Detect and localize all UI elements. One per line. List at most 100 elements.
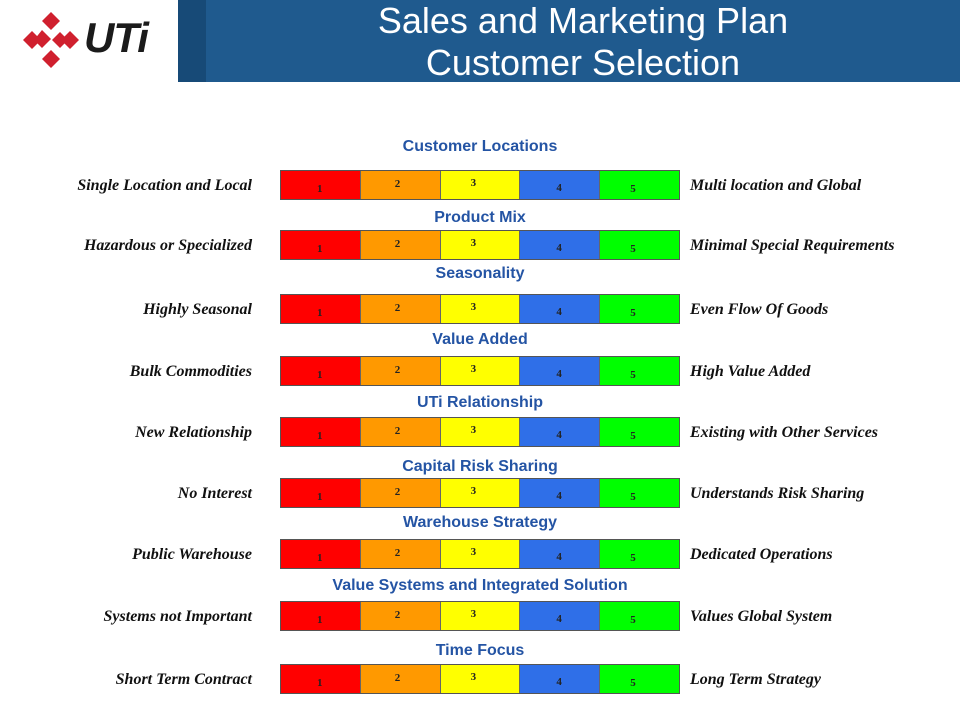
scale-cell-4: 4 — [520, 418, 601, 446]
scale-cell-5: 5 — [600, 602, 679, 630]
scale-number: 4 — [556, 306, 562, 318]
scale-cell-2: 2 — [360, 540, 441, 568]
scale-cell-1: 1 — [281, 540, 361, 568]
scale-number: 1 — [317, 369, 323, 381]
scale-cell-3: 3 — [440, 418, 521, 446]
criterion-title: Time Focus — [435, 642, 525, 659]
scale-cell-4: 4 — [520, 602, 601, 630]
scale-cell-5: 5 — [600, 665, 679, 693]
scale-number: 1 — [317, 491, 323, 503]
right-anchor-label: Long Term Strategy — [690, 671, 821, 688]
scale-number: 3 — [470, 546, 477, 558]
scale-number: 4 — [556, 429, 562, 441]
scale-cell-3: 3 — [440, 295, 521, 323]
scale-number: 3 — [470, 237, 477, 249]
right-anchor-label: Understands Risk Sharing — [690, 485, 865, 502]
logo: UTi — [0, 0, 178, 82]
scale-number: 1 — [317, 243, 323, 255]
left-anchor-label: New Relationship — [135, 424, 252, 441]
scale-number: 3 — [470, 608, 477, 620]
scale-number: 3 — [470, 424, 477, 436]
scale-number: 5 — [630, 307, 636, 319]
scale-cell-2: 2 — [360, 602, 441, 630]
right-anchor-label: Values Global System — [690, 608, 833, 625]
scale-number: 3 — [470, 301, 477, 313]
uti-logo-icon — [23, 12, 79, 68]
left-anchor-label: Highly Seasonal — [143, 301, 252, 318]
scale-cell-2: 2 — [360, 295, 441, 323]
scale-number: 4 — [556, 613, 562, 625]
criterion-title: Value Added — [432, 331, 528, 348]
scale-cell-4: 4 — [520, 231, 601, 259]
right-anchor-label: Multi location and Global — [690, 177, 862, 194]
scale-cell-5: 5 — [600, 418, 679, 446]
scale-number: 4 — [556, 242, 562, 254]
rating-scale: 1 2 3 4 5 — [280, 539, 680, 569]
scale-number: 3 — [470, 363, 477, 375]
rating-scale: 1 2 3 4 5 — [280, 170, 680, 200]
scale-cell-1: 1 — [281, 171, 361, 199]
scale-cell-2: 2 — [360, 479, 441, 507]
criterion-title: Product Mix — [434, 209, 526, 226]
scale-number: 5 — [630, 430, 636, 442]
scale-cell-3: 3 — [440, 602, 521, 630]
right-anchor-label: High Value Added — [690, 363, 811, 380]
scale-number: 4 — [556, 551, 562, 563]
scale-cell-4: 4 — [520, 171, 601, 199]
scale-cell-5: 5 — [600, 357, 679, 385]
header-bar: UTi Sales and Marketing Plan Customer Se… — [0, 0, 960, 84]
right-anchor-label: Dedicated Operations — [690, 546, 833, 563]
rating-scale: 1 2 3 4 5 — [280, 664, 680, 694]
scale-cell-2: 2 — [360, 357, 441, 385]
scale-cell-1: 1 — [281, 295, 361, 323]
left-anchor-label: No Interest — [177, 485, 252, 502]
criterion-title: Value Systems and Integrated Solution — [332, 577, 628, 594]
right-anchor-label: Existing with Other Services — [690, 424, 879, 441]
scale-cell-2: 2 — [360, 418, 441, 446]
scale-number: 2 — [394, 178, 401, 190]
left-anchor-label: Public Warehouse — [132, 546, 252, 563]
scale-cell-5: 5 — [600, 171, 679, 199]
scale-cell-4: 4 — [520, 540, 601, 568]
left-anchor-label: Short Term Contract — [115, 671, 252, 688]
criterion-title: Warehouse Strategy — [402, 514, 558, 531]
scale-cell-3: 3 — [440, 479, 521, 507]
scale-cell-2: 2 — [360, 665, 441, 693]
rating-scale: 1 2 3 4 5 — [280, 417, 680, 447]
rating-scale: 1 2 3 4 5 — [280, 294, 680, 324]
scale-number: 4 — [556, 676, 562, 688]
scale-cell-5: 5 — [600, 295, 679, 323]
scale-number: 2 — [394, 672, 401, 684]
rating-scale: 1 2 3 4 5 — [280, 478, 680, 508]
scale-cell-1: 1 — [281, 602, 361, 630]
left-anchor-label: Systems not Important — [103, 608, 252, 625]
page-title: Sales and Marketing Plan Customer Select… — [206, 0, 960, 84]
scale-cell-5: 5 — [600, 231, 679, 259]
scale-cell-5: 5 — [600, 479, 679, 507]
scale-number: 2 — [394, 425, 401, 437]
scale-number: 4 — [556, 182, 562, 194]
scale-cell-4: 4 — [520, 357, 601, 385]
left-anchor-label: Bulk Commodities — [129, 363, 252, 380]
scale-cell-3: 3 — [440, 665, 521, 693]
scale-number: 1 — [317, 614, 323, 626]
scale-cell-3: 3 — [440, 540, 521, 568]
scale-number: 2 — [394, 547, 401, 559]
scale-number: 2 — [394, 486, 401, 498]
scale-cell-2: 2 — [360, 231, 441, 259]
scale-number: 1 — [317, 307, 323, 319]
scale-number: 5 — [630, 614, 636, 626]
scale-cell-5: 5 — [600, 540, 679, 568]
scale-number: 3 — [470, 671, 477, 683]
scale-number: 2 — [394, 364, 401, 376]
title-line-1: Sales and Marketing Plan — [377, 0, 789, 41]
scale-number: 4 — [556, 490, 562, 502]
criterion-title: Customer Locations — [402, 138, 558, 155]
scale-number: 3 — [470, 177, 477, 189]
criterion-title: UTi Relationship — [417, 394, 543, 411]
scale-cell-4: 4 — [520, 479, 601, 507]
rating-scale: 1 2 3 4 5 — [280, 356, 680, 386]
left-anchor-label: Single Location and Local — [77, 177, 252, 194]
scale-number: 1 — [317, 552, 323, 564]
scale-number: 5 — [630, 183, 636, 195]
